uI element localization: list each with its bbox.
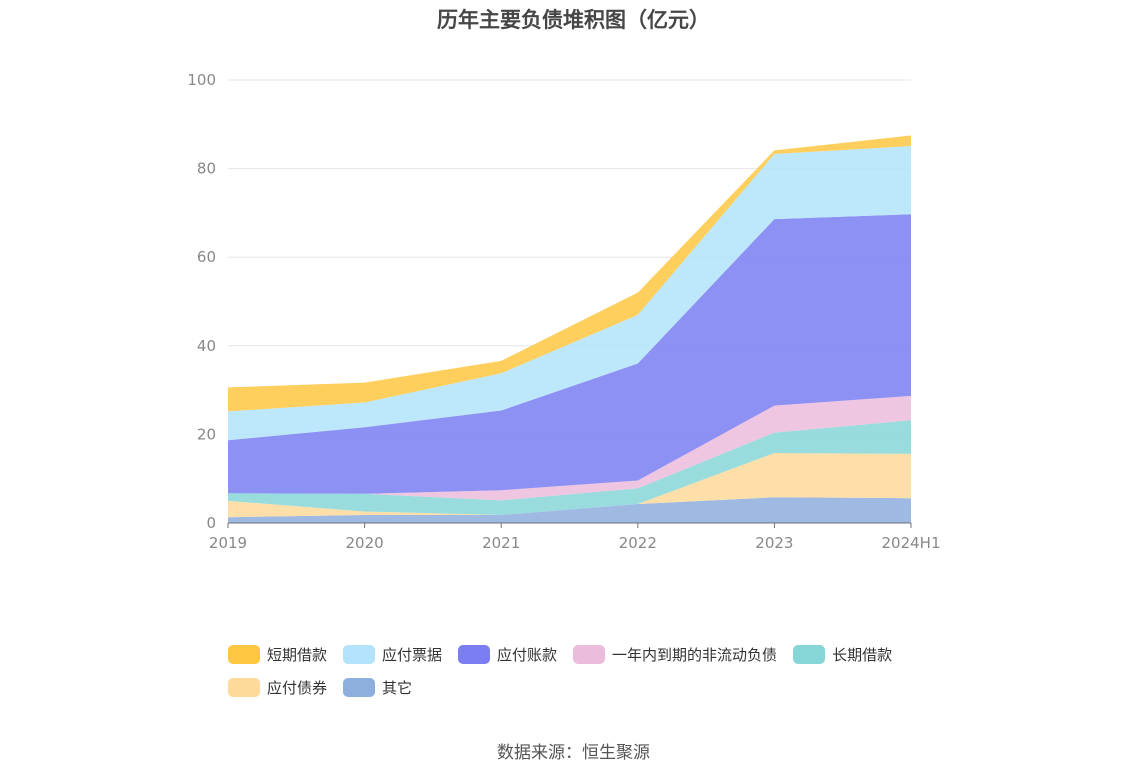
legend-swatch xyxy=(343,678,376,697)
legend-item[interactable]: 一年内到期的非流动负债 xyxy=(573,638,777,671)
legend-label: 应付债券 xyxy=(267,679,328,697)
legend-item[interactable]: 应付账款 xyxy=(458,638,557,671)
legend-label: 一年内到期的非流动负债 xyxy=(612,646,778,664)
x-tick-label: 2019 xyxy=(209,534,247,552)
data-source-note: 数据来源：恒生聚源 xyxy=(497,743,650,763)
legend-item[interactable]: 应付票据 xyxy=(343,638,442,671)
legend-swatch xyxy=(573,645,606,664)
legend-swatch xyxy=(343,645,376,664)
y-tick-label: 60 xyxy=(197,248,216,266)
axes: 0 20 40 60 80 100 2019 2020 2021 2022 2023 2024H1 xyxy=(187,71,940,552)
x-tick-label: 2022 xyxy=(619,534,657,552)
legend-label: 其它 xyxy=(382,679,413,697)
area-series-长期借款 xyxy=(228,420,911,515)
area-series xyxy=(228,135,911,523)
chart-title: 历年主要负债堆积图（亿元） xyxy=(437,8,710,32)
area-series-应付债券 xyxy=(228,453,911,518)
legend-label: 应付票据 xyxy=(382,646,443,664)
x-tick-label: 2020 xyxy=(346,534,384,552)
x-tick-label: 2024H1 xyxy=(882,534,941,552)
legend-label: 短期借款 xyxy=(267,646,328,664)
y-tick-label: 100 xyxy=(187,71,216,89)
legend-item[interactable]: 其它 xyxy=(343,671,412,704)
legend-item[interactable]: 长期借款 xyxy=(793,638,892,671)
y-tick-label: 40 xyxy=(197,337,216,355)
legend-swatch xyxy=(228,645,260,664)
y-tick-label: 80 xyxy=(197,160,216,178)
area-series-一年内到期的非流动负债 xyxy=(228,395,911,501)
legend-swatch xyxy=(458,645,491,664)
area-series-应付票据 xyxy=(228,146,911,441)
legend-swatch xyxy=(793,645,826,664)
legend-label: 应付账款 xyxy=(497,646,558,664)
x-tick-label: 2023 xyxy=(755,534,793,552)
area-series-应付账款 xyxy=(228,214,911,494)
y-tick-label: 0 xyxy=(206,514,216,532)
legend: 短期借款 应付票据 应付账款 一年内到期的非流动负债 长期借款应付债券 其它 xyxy=(228,638,988,704)
legend-swatch xyxy=(228,678,260,697)
legend-item[interactable]: 应付债券 xyxy=(228,671,327,704)
y-tick-label: 20 xyxy=(197,425,216,443)
area-series-其它 xyxy=(228,497,911,523)
legend-label: 长期借款 xyxy=(832,646,893,664)
legend-item[interactable]: 短期借款 xyxy=(228,638,327,671)
x-tick-label: 2021 xyxy=(482,534,520,552)
